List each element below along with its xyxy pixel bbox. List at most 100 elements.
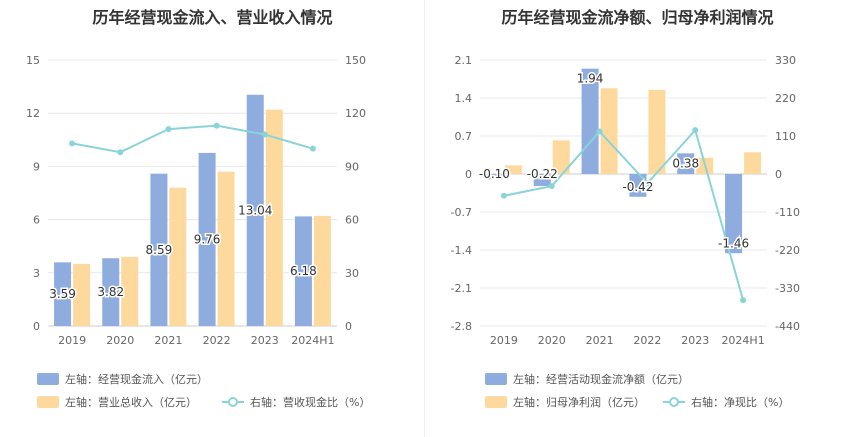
bar-2020: [552, 140, 570, 174]
data-label: 8.59: [146, 243, 173, 257]
bar-2019: [73, 263, 91, 326]
right-axis-tick: 110: [775, 130, 796, 143]
ratio-point-2019: [500, 192, 507, 199]
bar-2020: [533, 174, 551, 186]
right-axis-tick: 220: [775, 92, 796, 105]
legend-label: 左轴：经营活动现金流净额（亿元）: [513, 372, 689, 386]
bar-2020: [102, 258, 120, 326]
legend-label: 左轴：营业总收入（亿元）: [65, 395, 197, 409]
left-axis-tick: -2.8: [451, 320, 472, 333]
category-label: 2024H1: [721, 334, 764, 347]
category-label: 2023: [251, 334, 279, 347]
legend-swatch: [485, 373, 507, 385]
legend-label: 左轴：经营现金流入（亿元）: [65, 372, 208, 386]
category-label: 2021: [586, 334, 614, 347]
ratio-point-2020: [117, 149, 124, 156]
bar-2019: [485, 174, 503, 180]
legend-line-marker: [228, 397, 238, 407]
chart-title: 历年经营现金流净额、归母净利润情况: [501, 8, 774, 27]
right-axis-tick: 0: [345, 320, 352, 333]
bar-2021: [169, 187, 187, 326]
data-label: 3.59: [49, 287, 76, 301]
panel-divider: [424, 0, 425, 437]
left-axis-tick: 2.1: [455, 54, 473, 67]
ratio-point-2024H1: [740, 297, 747, 304]
data-label: 3.82: [97, 285, 124, 299]
data-label: -0.42: [622, 180, 653, 194]
right-axis-tick: 150: [345, 54, 366, 67]
right-axis-tick: 90: [345, 160, 359, 173]
right-axis-tick: 0: [775, 168, 782, 181]
ratio-point-2022: [644, 180, 651, 187]
chart-title: 历年经营现金流入、营业收入情况: [92, 8, 333, 27]
left-axis-tick: 3: [33, 267, 40, 280]
left-axis-tick: -1.4: [451, 244, 472, 257]
ratio-point-2020: [548, 183, 555, 190]
left-axis-tick: 6: [33, 214, 40, 227]
bar-2022: [629, 174, 647, 197]
right-axis-tick: -110: [775, 206, 800, 219]
data-label: 13.04: [238, 203, 272, 217]
legend-label: 左轴：归母净利润（亿元）: [513, 395, 645, 409]
category-label: 2020: [538, 334, 566, 347]
category-label: 2022: [633, 334, 661, 347]
left-axis-tick: -0.7: [451, 206, 472, 219]
legend-swatch: [37, 396, 59, 408]
category-label: 2023: [681, 334, 709, 347]
ratio-point-2021: [165, 126, 172, 133]
category-label: 2021: [154, 334, 182, 347]
bar-2019: [504, 165, 522, 174]
data-label: 6.18: [290, 264, 317, 278]
bar-2020: [121, 256, 139, 326]
right-axis-tick: 330: [775, 54, 796, 67]
category-label: 2020: [106, 334, 134, 347]
ratio-line: [71, 124, 314, 154]
bar-2023: [677, 153, 695, 174]
ratio-point-2022: [213, 122, 220, 129]
bar-2019: [54, 262, 72, 326]
chart-panel-netcash-profit: 历年经营现金流净额、归母净利润情况 -2.8 -2.1 -1.4 -0.7 0 0.7 1.…: [425, 0, 850, 437]
left-axis-tick: -2.1: [451, 282, 472, 295]
ratio-point-2024H1: [309, 145, 316, 152]
ratio-point-2021: [596, 128, 603, 135]
chart-svg: -2.8 -2.1 -1.4 -0.7 0 0.7 1.4 2.1 -440 -330 -220 -1…: [451, 54, 800, 409]
legend-label: 右轴：净现比（%）: [691, 395, 789, 409]
right-axis-tick: -440: [775, 320, 800, 333]
data-label: 1.94: [577, 72, 604, 86]
left-axis-tick: 15: [26, 54, 40, 67]
bar-2022: [198, 152, 216, 326]
data-label: 0.38: [672, 156, 699, 170]
bar-2022: [217, 171, 235, 326]
left-axis-tick: 0: [465, 168, 472, 181]
left-axis-tick: 0.7: [455, 130, 473, 143]
bar-2024H1: [313, 216, 331, 326]
category-label: 2019: [490, 334, 518, 347]
right-axis-tick: -330: [775, 282, 800, 295]
right-axis-tick: 30: [345, 267, 359, 280]
ratio-line: [503, 128, 745, 301]
legend-line-marker: [669, 397, 679, 407]
left-axis-tick: 1.4: [455, 92, 473, 105]
ratio-point-2023: [692, 127, 699, 134]
chart-panel-cashflow-revenue: 历年经营现金流入、营业收入情况 0 3 6 9 12 15 0 30 60 90 120 150 3.5…: [26, 8, 370, 409]
data-label: -1.46: [718, 236, 749, 250]
data-label: -0.22: [527, 167, 558, 181]
category-label: 2019: [58, 334, 86, 347]
left-axis-tick: 12: [26, 107, 40, 120]
legend-swatch: [485, 396, 507, 408]
ratio-point-2023: [261, 131, 268, 138]
bar-2024H1: [294, 216, 312, 326]
right-axis-tick: 120: [345, 107, 366, 120]
data-label: 9.76: [194, 232, 221, 246]
bar-2024H1: [725, 174, 743, 254]
left-axis-tick: 0: [33, 320, 40, 333]
legend-swatch: [37, 373, 59, 385]
category-label: 2022: [203, 334, 231, 347]
right-axis-tick: -220: [775, 244, 800, 257]
right-axis-tick: 60: [345, 214, 359, 227]
bar-2021: [150, 173, 168, 326]
bar-2021: [600, 88, 618, 174]
bar-2022: [648, 89, 666, 174]
category-label: 2024H1: [291, 334, 334, 347]
